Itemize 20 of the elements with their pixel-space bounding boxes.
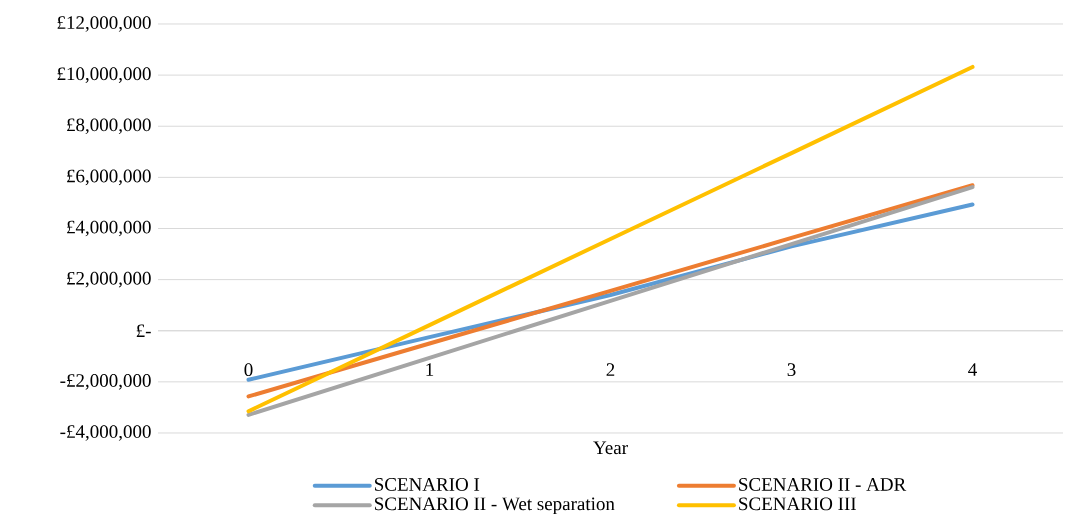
y-tick-label: £6,000,000 bbox=[67, 169, 151, 186]
y-tick-label: £10,000,000 bbox=[57, 67, 151, 83]
x-tick-label: 4 bbox=[968, 363, 977, 376]
y-tick-label: £4,000,000 bbox=[67, 220, 151, 237]
x-tick-label: 2 bbox=[606, 363, 615, 376]
y-tick-label: £2,000,000 bbox=[67, 271, 151, 288]
x-axis-title: Year bbox=[593, 441, 628, 455]
x-tick-label: 1 bbox=[426, 363, 434, 376]
y-tick-label: -£2,000,000 bbox=[60, 374, 151, 390]
y-tick-label: £12,000,000 bbox=[57, 16, 151, 32]
y-tick-label: -£4,000,000 bbox=[60, 425, 151, 441]
legend-label: SCENARIO III bbox=[739, 497, 856, 511]
line-series bbox=[246, 64, 975, 414]
legend-label: SCENARIO II - Wet separation bbox=[375, 497, 615, 515]
x-tick-label: 0 bbox=[244, 363, 253, 377]
legend-label: SCENARIO II - ADR bbox=[739, 478, 907, 491]
x-tick-label: 3 bbox=[787, 363, 796, 377]
legend-label: SCENARIO I bbox=[375, 478, 480, 491]
y-tick-label: £8,000,000 bbox=[67, 118, 151, 135]
y-tick-label: £- bbox=[136, 324, 151, 338]
